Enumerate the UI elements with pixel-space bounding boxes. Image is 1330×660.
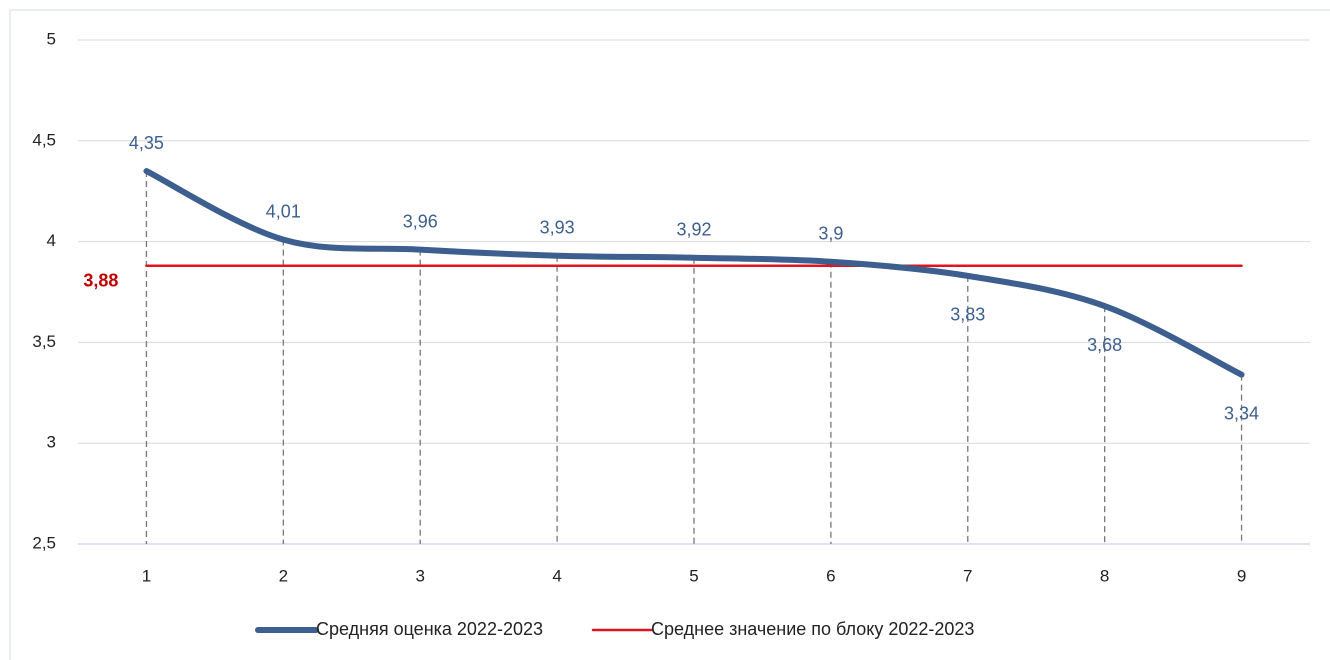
x-tick-label: 3 xyxy=(415,566,424,585)
legend-label: Среднее значение по блоку 2022-2023 xyxy=(651,619,974,639)
x-tick-label: 9 xyxy=(1237,566,1246,585)
y-tick-label: 3,5 xyxy=(32,332,56,351)
y-tick-label: 3 xyxy=(47,433,56,452)
x-tick-label: 2 xyxy=(279,566,288,585)
y-tick-label: 5 xyxy=(47,29,56,48)
data-label: 3,34 xyxy=(1224,403,1259,423)
data-label: 3,92 xyxy=(676,219,711,239)
x-tick-label: 5 xyxy=(689,566,698,585)
y-tick-label: 2,5 xyxy=(32,533,56,552)
data-label: 3,93 xyxy=(540,217,575,237)
x-tick-label: 7 xyxy=(963,566,972,585)
data-label: 3,68 xyxy=(1087,335,1122,355)
y-tick-label: 4,5 xyxy=(32,130,56,149)
x-tick-label: 4 xyxy=(552,566,561,585)
data-label: 3,83 xyxy=(950,305,985,325)
chart-frame xyxy=(9,9,1330,660)
data-label: 4,35 xyxy=(129,133,164,153)
data-label: 3,9 xyxy=(818,224,843,244)
y-tick-label: 4 xyxy=(47,231,56,250)
x-tick-label: 8 xyxy=(1100,566,1109,585)
series-line xyxy=(143,168,1245,378)
x-tick-label: 1 xyxy=(142,566,151,585)
x-tick-label: 6 xyxy=(826,566,835,585)
data-label: 3,88 xyxy=(83,271,118,291)
data-label: 3,96 xyxy=(403,211,438,231)
data-label: 4,01 xyxy=(266,201,301,221)
legend-label: Средняя оценка 2022-2023 xyxy=(316,619,543,639)
